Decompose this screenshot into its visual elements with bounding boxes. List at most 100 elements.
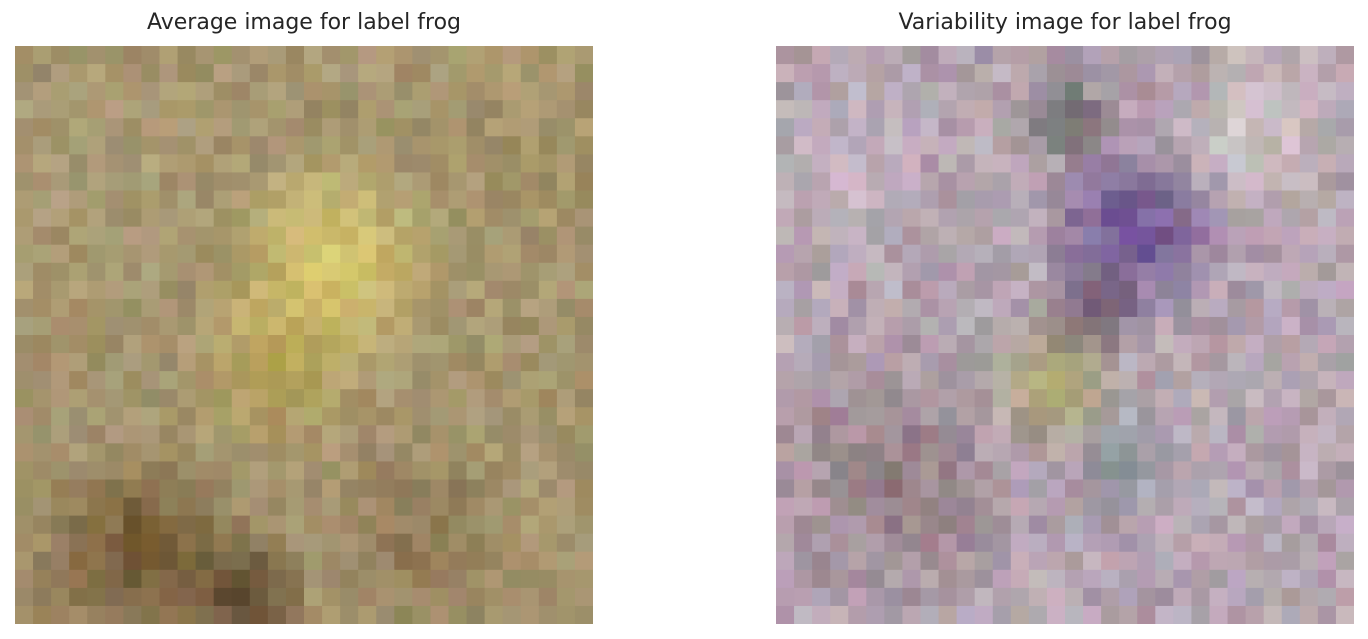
heatmap-cell <box>195 280 215 300</box>
heatmap-cell <box>1245 82 1265 101</box>
heatmap-cell <box>33 280 52 300</box>
heatmap-cell <box>812 515 831 535</box>
heatmap-cell <box>1209 172 1229 192</box>
heatmap-cell <box>794 118 813 137</box>
heatmap-cell <box>15 443 34 463</box>
heatmap-cell <box>1299 461 1319 481</box>
heatmap-cell <box>1173 244 1193 264</box>
heatmap-cell <box>1245 533 1265 553</box>
heatmap-cell <box>1119 407 1138 426</box>
heatmap-cell <box>794 82 813 101</box>
heatmap-cell <box>15 353 34 372</box>
heatmap-cell <box>556 244 576 264</box>
heatmap-cell <box>141 118 161 137</box>
heatmap-cell <box>1101 226 1120 246</box>
heatmap-cell <box>195 64 215 83</box>
heatmap-cell <box>1065 64 1084 83</box>
heatmap-cell <box>249 46 269 65</box>
heatmap-cell <box>1137 208 1156 228</box>
heatmap-cell <box>902 407 922 426</box>
heatmap-cell <box>794 605 813 624</box>
heatmap-cell <box>1028 280 1048 300</box>
heatmap-cell <box>502 515 522 535</box>
heatmap-cell <box>141 479 161 499</box>
heatmap-cell <box>848 298 867 318</box>
heatmap-cell <box>69 226 88 246</box>
heatmap-cell <box>1155 154 1174 174</box>
heatmap-cell <box>1191 389 1211 408</box>
heatmap-cell <box>902 497 922 517</box>
heatmap-cell <box>1046 190 1066 210</box>
heatmap-cell <box>249 425 269 444</box>
heatmap-cell <box>231 407 251 426</box>
heatmap-cell <box>502 407 522 426</box>
heatmap-cell <box>51 190 70 210</box>
heatmap-cell <box>267 190 287 210</box>
heatmap-cell <box>502 461 522 481</box>
heatmap-cell <box>956 226 976 246</box>
heatmap-cell <box>430 244 450 264</box>
heatmap-cell <box>1245 605 1265 624</box>
heatmap-cell <box>322 82 341 101</box>
heatmap-cell <box>1155 208 1174 228</box>
heatmap-cell <box>1173 262 1193 282</box>
heatmap-cell <box>1065 389 1084 408</box>
heatmap-cell <box>938 298 958 318</box>
heatmap-cell <box>502 190 522 210</box>
heatmap-cell <box>574 569 593 589</box>
heatmap-cell <box>249 172 269 192</box>
heatmap-cell <box>358 443 377 463</box>
heatmap-cell <box>105 605 124 624</box>
heatmap-cell <box>1083 226 1102 246</box>
heatmap-cell <box>1173 46 1193 65</box>
heatmap-cell <box>1299 46 1319 65</box>
heatmap-cell <box>1101 172 1120 192</box>
heatmap-cell <box>466 82 486 101</box>
heatmap-cell <box>848 100 867 119</box>
heatmap-cell <box>520 353 540 372</box>
heatmap-cell <box>848 154 867 174</box>
heatmap-cell <box>956 479 976 499</box>
heatmap-cell <box>974 551 994 571</box>
heatmap-cell <box>87 136 106 155</box>
heatmap-cell <box>992 244 1012 264</box>
heatmap-cell <box>304 497 323 517</box>
heatmap-cell <box>141 371 161 390</box>
heatmap-cell <box>105 82 124 101</box>
heatmap-cell <box>1010 479 1030 499</box>
heatmap-cell <box>394 262 413 282</box>
heatmap-cell <box>177 353 197 372</box>
heatmap-cell <box>1083 335 1102 354</box>
heatmap-cell <box>1209 497 1229 517</box>
heatmap-cell <box>1173 353 1193 372</box>
heatmap-cell <box>1065 298 1084 318</box>
heatmap-cell <box>1155 190 1174 210</box>
heatmap-cell <box>412 497 432 517</box>
heatmap-cell <box>141 316 161 336</box>
heatmap-cell <box>1245 569 1265 589</box>
heatmap-cell <box>538 136 558 155</box>
heatmap-cell <box>285 371 305 390</box>
heatmap-cell <box>556 118 576 137</box>
heatmap-cell <box>448 262 468 282</box>
heatmap-cell <box>304 226 323 246</box>
heatmap-cell <box>776 154 795 174</box>
heatmap-cell <box>1065 190 1084 210</box>
heatmap-cell <box>195 262 215 282</box>
heatmap-cell <box>213 389 233 408</box>
heatmap-cell <box>1065 262 1084 282</box>
heatmap-cell <box>159 587 179 607</box>
heatmap-cell <box>556 100 576 119</box>
heatmap-cell <box>920 136 940 155</box>
heatmap-cell <box>51 533 70 553</box>
heatmap-cell <box>358 461 377 481</box>
heatmap-cell <box>776 244 795 264</box>
heatmap-cell <box>502 154 522 174</box>
heatmap-cell <box>430 298 450 318</box>
heatmap-cell <box>1155 461 1174 481</box>
heatmap-cell <box>794 208 813 228</box>
heatmap-cell <box>538 605 558 624</box>
heatmap-cell <box>1101 262 1120 282</box>
heatmap-cell <box>231 497 251 517</box>
heatmap-cell <box>974 190 994 210</box>
